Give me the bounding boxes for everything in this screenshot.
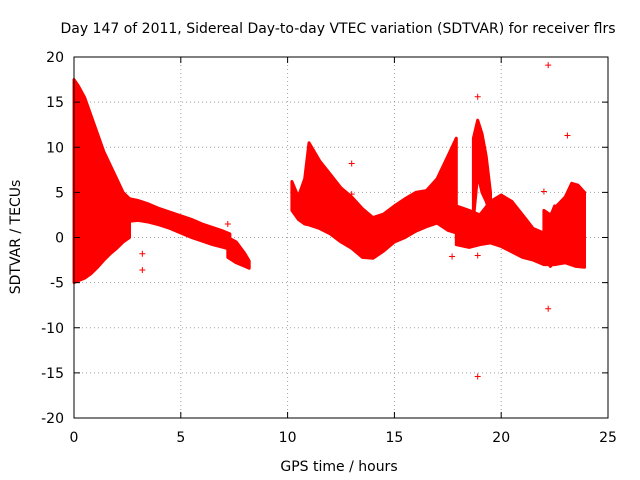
chart-title: Day 147 of 2011, Sidereal Day-to-day VTE… [60, 21, 615, 37]
data-point-outlier [348, 191, 355, 198]
y-axis-label: SDTVAR / TECUs [8, 180, 24, 295]
data-point-outlier [545, 62, 552, 69]
data-band-2 [226, 236, 251, 270]
y-tick-label: -20 [41, 411, 64, 427]
x-tick-label: 25 [599, 430, 617, 446]
x-tick-label: 20 [492, 430, 510, 446]
data-band-3 [290, 136, 458, 260]
data-point-outlier [474, 373, 481, 380]
x-tick-label: 5 [176, 430, 185, 446]
data-point-outlier [348, 160, 355, 167]
x-tick-label: 15 [385, 430, 403, 446]
data-band-5 [471, 118, 492, 221]
x-axis-label: GPS time / hours [280, 459, 397, 475]
y-tick-label: -5 [50, 276, 64, 292]
y-tick-label: 10 [46, 140, 64, 156]
y-tick-label: -15 [41, 366, 64, 382]
y-tick-label: 15 [46, 95, 64, 111]
data-point-outlier [540, 188, 547, 195]
x-tick-label: 0 [70, 430, 79, 446]
data-band-6 [542, 181, 586, 268]
data-point-outlier [564, 132, 571, 139]
y-tick-label: 5 [55, 185, 64, 201]
data-layer [72, 62, 586, 380]
data-point-outlier [139, 250, 146, 257]
data-point-outlier [224, 220, 231, 227]
data-band-1 [128, 197, 232, 251]
data-point-outlier [474, 252, 481, 259]
axis-ticks: 0 5 10 15 20 25 -20 -15 -10 -5 0 5 10 15 20 [41, 50, 617, 446]
data-point-outlier [545, 305, 552, 312]
data-point-outlier [449, 253, 456, 260]
y-tick-label: -10 [41, 321, 64, 337]
data-point-outlier [139, 266, 146, 273]
data-point-outlier [474, 93, 481, 100]
y-tick-label: 0 [55, 231, 64, 247]
data-band-0 [72, 78, 131, 285]
y-tick-label: 20 [46, 50, 64, 66]
x-tick-label: 10 [279, 430, 297, 446]
